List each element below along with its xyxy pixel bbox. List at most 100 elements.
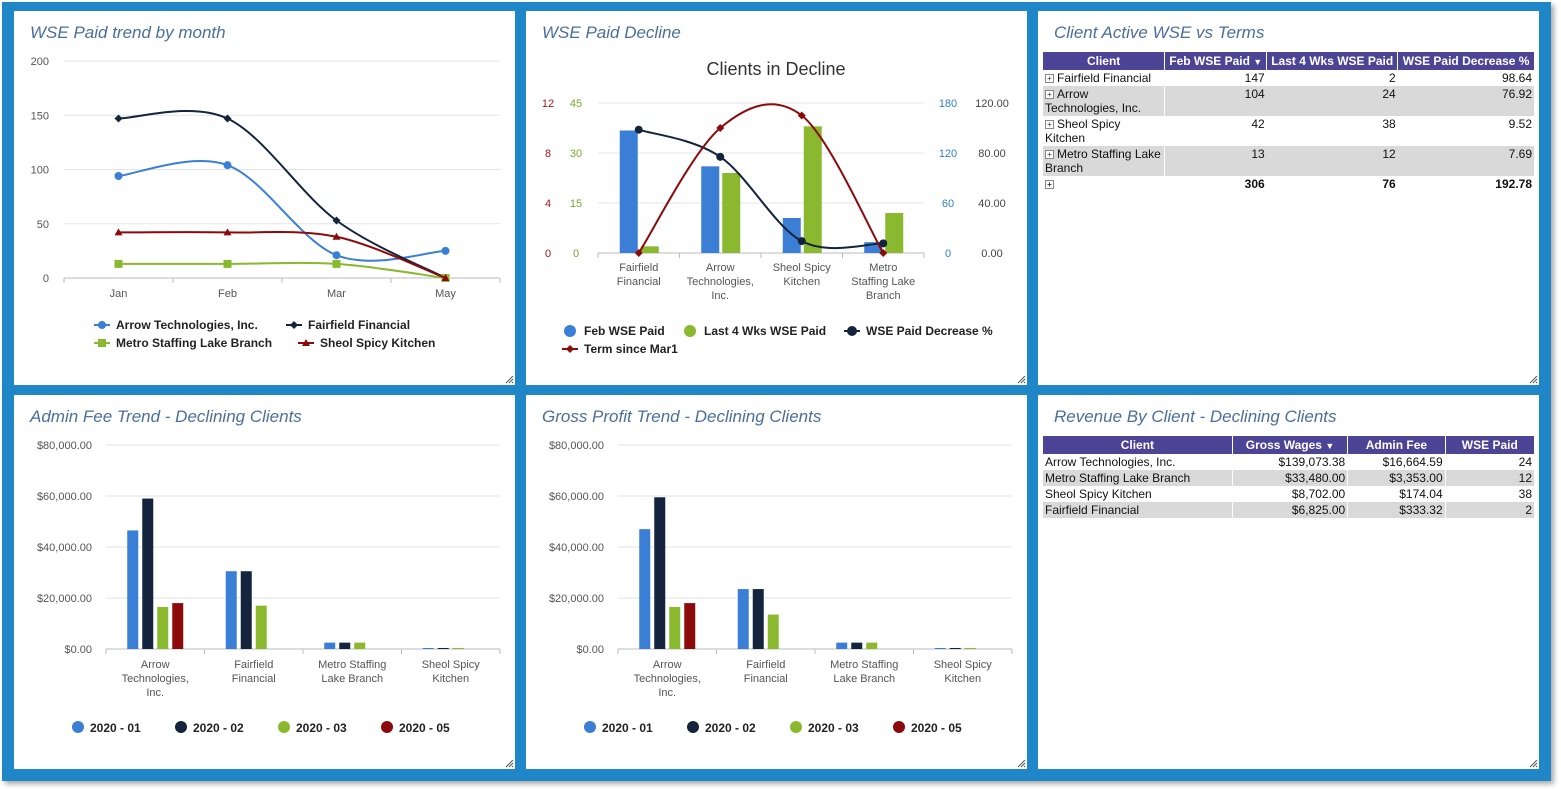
data-point[interactable] — [114, 172, 123, 181]
data-point[interactable] — [332, 259, 341, 268]
bar[interactable] — [157, 606, 169, 649]
bar[interactable] — [640, 246, 659, 253]
col-header-client[interactable]: Client — [1043, 52, 1166, 70]
col-header-last4[interactable]: Last 4 Wks WSE Paid — [1266, 52, 1399, 70]
cell-wse-paid: 2 — [1445, 502, 1534, 518]
legend-label: 2020 - 01 — [602, 721, 653, 735]
legend-swatch[interactable] — [72, 721, 84, 733]
resize-handle-icon[interactable] — [505, 759, 514, 768]
data-point[interactable] — [332, 251, 341, 260]
bar[interactable] — [654, 497, 666, 649]
data-point[interactable] — [223, 114, 232, 123]
legend-swatch[interactable] — [893, 721, 905, 733]
col-header-wse-paid[interactable]: WSE Paid — [1445, 436, 1534, 454]
sort-desc-icon[interactable]: ▼ — [1253, 57, 1263, 67]
col-header-label: Feb WSE Paid — [1169, 54, 1250, 68]
legend-swatch[interactable] — [584, 721, 596, 733]
resize-handle-icon[interactable] — [1529, 375, 1538, 384]
data-point[interactable] — [566, 345, 574, 353]
data-point[interactable] — [879, 249, 888, 257]
bar[interactable] — [127, 530, 139, 649]
bar[interactable] — [752, 589, 764, 649]
legend-swatch[interactable] — [564, 325, 576, 337]
bar[interactable] — [722, 173, 741, 253]
sort-desc-icon[interactable]: ▼ — [1325, 441, 1335, 451]
bar[interactable] — [737, 589, 749, 649]
legend-label: Term since Mar1 — [584, 342, 678, 356]
data-point[interactable] — [797, 237, 806, 246]
resize-handle-icon[interactable] — [1529, 759, 1538, 768]
table-row: + Sheol Spicy Kitchen 42 38 9.52 — [1043, 116, 1534, 146]
bar[interactable] — [354, 642, 366, 649]
bar[interactable] — [866, 642, 878, 649]
data-point[interactable] — [98, 339, 106, 347]
legend-swatch[interactable] — [381, 721, 393, 733]
col-header-feb-wse-paid[interactable]: Feb WSE Paid ▼ — [1164, 52, 1268, 70]
resize-handle-icon[interactable] — [1017, 375, 1026, 384]
data-point[interactable] — [332, 216, 341, 225]
data-point[interactable] — [98, 321, 106, 329]
data-point[interactable] — [634, 249, 643, 257]
bar[interactable] — [885, 213, 904, 253]
bar[interactable] — [240, 571, 252, 649]
legend-swatch[interactable] — [175, 721, 187, 733]
bar[interactable] — [422, 647, 434, 649]
bar[interactable] — [684, 603, 696, 649]
data-point[interactable] — [797, 111, 806, 120]
bar[interactable] — [324, 642, 336, 649]
col-header-gross-wages[interactable]: Gross Wages ▼ — [1232, 436, 1349, 454]
bar[interactable] — [803, 126, 822, 253]
legend-swatch[interactable] — [684, 325, 696, 337]
bar[interactable] — [701, 166, 720, 253]
data-point[interactable] — [114, 114, 123, 123]
bar[interactable] — [949, 647, 961, 649]
data-point[interactable] — [114, 259, 123, 268]
bar[interactable] — [255, 605, 267, 649]
bar[interactable] — [339, 642, 351, 649]
bar[interactable] — [142, 498, 154, 649]
bar[interactable] — [836, 642, 848, 649]
expand-icon[interactable]: + — [1045, 74, 1054, 83]
data-point[interactable] — [441, 274, 450, 281]
bar[interactable] — [964, 647, 976, 649]
bar[interactable] — [437, 647, 449, 649]
data-point[interactable] — [716, 124, 725, 132]
expand-icon[interactable]: + — [1045, 90, 1054, 99]
bar[interactable] — [669, 606, 681, 649]
data-point[interactable] — [223, 161, 232, 170]
resize-handle-icon[interactable] — [505, 375, 514, 384]
bar[interactable] — [172, 603, 184, 649]
data-point[interactable] — [223, 259, 232, 268]
expand-icon[interactable]: + — [1045, 150, 1054, 159]
resize-handle-icon[interactable] — [1017, 759, 1026, 768]
data-point[interactable] — [223, 228, 232, 236]
data-point[interactable] — [441, 246, 450, 255]
legend-swatch[interactable] — [790, 721, 802, 733]
expand-icon[interactable]: + — [1045, 120, 1054, 129]
bar[interactable] — [639, 529, 651, 649]
data-point[interactable] — [879, 239, 888, 248]
col-header-client[interactable]: Client — [1043, 436, 1233, 454]
bar[interactable] — [225, 571, 237, 649]
cell-wse-paid: 38 — [1518, 487, 1532, 501]
bar[interactable] — [767, 614, 779, 649]
data-point[interactable] — [716, 152, 725, 161]
legend-swatch[interactable] — [687, 721, 699, 733]
bar[interactable] — [851, 642, 863, 649]
expand-icon[interactable]: + — [1045, 180, 1054, 189]
col-header-admin-fee[interactable]: Admin Fee — [1347, 436, 1446, 454]
data-point[interactable] — [302, 339, 310, 346]
legend-swatch[interactable] — [278, 721, 290, 733]
data-point[interactable] — [634, 125, 643, 134]
y-tick-label: $40,000.00 — [37, 542, 92, 554]
data-point[interactable] — [332, 232, 341, 240]
bar[interactable] — [452, 647, 464, 649]
bar[interactable] — [934, 647, 946, 649]
bar[interactable] — [619, 130, 638, 254]
bar[interactable] — [864, 242, 883, 253]
data-point[interactable] — [114, 228, 123, 236]
data-point[interactable] — [290, 321, 298, 329]
cell-gross-wages: $8,702.00 — [1232, 486, 1349, 502]
col-header-decrease[interactable]: WSE Paid Decrease % — [1397, 52, 1534, 70]
y-tick-label: 0 — [545, 248, 551, 260]
